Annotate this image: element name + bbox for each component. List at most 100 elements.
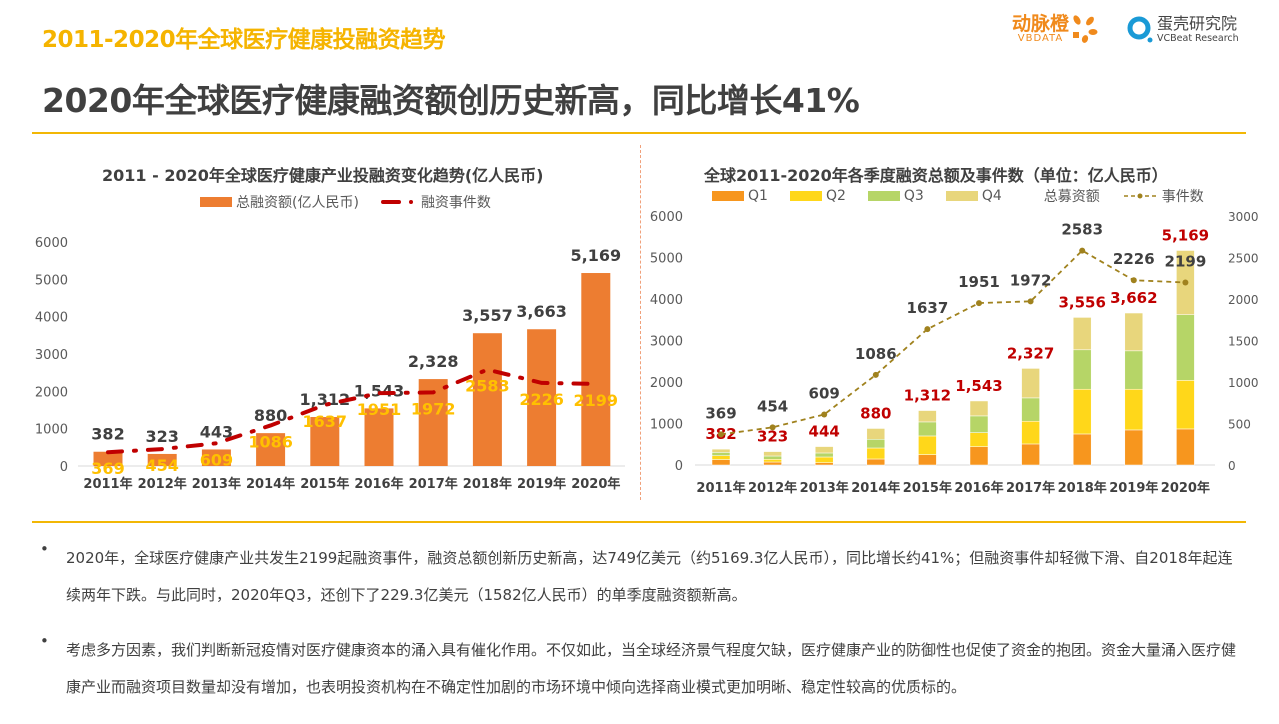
- stacked-bar-q4: [1072, 317, 1092, 351]
- stacked-bar-q3: [1021, 397, 1040, 422]
- y-tick-label: 5000: [35, 273, 68, 288]
- legend-label: 事件数: [1161, 189, 1204, 205]
- amount-bar: [527, 329, 557, 466]
- legend-item-events: 融资事件数: [380, 192, 491, 212]
- stacked-bar-q2: [711, 455, 731, 460]
- legend-item-events: 事件数: [1122, 186, 1204, 206]
- event-data-label: 1951: [357, 400, 402, 419]
- stacked-bar-q2: [918, 435, 937, 455]
- x-tick-label: 2011年: [83, 476, 132, 492]
- amount-bar: [581, 273, 611, 466]
- legend-item-q4: Q4: [945, 188, 1002, 204]
- amount-data-label: 5,169: [570, 246, 621, 265]
- section-title: 2011-2020年全球医疗健康投融资趋势: [42, 27, 446, 53]
- amount-bar: [472, 333, 502, 466]
- vcbeat-logo-sub: VCBeat Research: [1157, 33, 1239, 44]
- amount-bar: [147, 453, 177, 466]
- stacked-bar-q1: [711, 459, 731, 466]
- vcbeat-logo: 蛋壳研究院 VCBeat Research: [1126, 14, 1239, 44]
- bullet-list: • 2020年，全球医疗健康产业共发生2199起融资事件，融资总额创新历史新高，达…: [40, 540, 1240, 724]
- event-data-label: 2583: [1061, 221, 1103, 239]
- vbdata-logo: 动脉橙 VBDATA: [1012, 14, 1099, 44]
- y-tick-label: 0: [60, 460, 68, 475]
- stacked-bar-q4: [763, 451, 782, 457]
- y2-tick-label: 1000: [1228, 376, 1259, 390]
- event-data-label: 1086: [248, 432, 293, 451]
- event-point: [976, 300, 982, 307]
- total-data-label: 3,556: [1058, 293, 1105, 311]
- x-tick-label: 2017年: [409, 476, 458, 492]
- y2-tick-label: 2000: [1228, 293, 1259, 307]
- bullet-item: • 2020年，全球医疗健康产业共发生2199起融资事件，融资总额创新历史新高，达…: [40, 540, 1240, 614]
- x-tick-label: 2016年: [354, 476, 403, 492]
- x-tick-label: 2016年: [954, 480, 1003, 496]
- stacked-bar-q2: [1072, 388, 1092, 435]
- stacked-bar-q2: [1124, 388, 1144, 431]
- y-tick-label: 5000: [650, 252, 683, 267]
- y-tick-label: 4000: [35, 311, 68, 326]
- legend-item-q1: Q1: [712, 188, 768, 204]
- stacked-bar-q1: [1124, 429, 1144, 466]
- event-data-label: 1086: [855, 345, 897, 363]
- bullet-text: 2020年，全球医疗健康产业共发生2199起融资事件，融资总额创新历史新高，达7…: [66, 549, 1233, 604]
- stacked-bar-q1: [969, 446, 989, 466]
- amount-data-label: 382: [91, 425, 124, 444]
- stacked-bar-q1: [1176, 428, 1195, 466]
- stacked-bar-q2: [1021, 421, 1040, 445]
- legend-swatch: [867, 191, 900, 201]
- y-tick-label: 6000: [650, 210, 683, 225]
- legend-item-q2: Q2: [789, 188, 846, 204]
- y2-tick-label: 2500: [1228, 252, 1259, 266]
- x-tick-label: 2014年: [246, 476, 295, 492]
- x-tick-label: 2017年: [1006, 480, 1055, 496]
- bullet-text: 考虑多方因素，我们判断新冠疫情对医疗健康资本的涌入具有催化作用。不仅如此，当全球…: [66, 641, 1237, 696]
- y-tick-label: 4000: [650, 293, 683, 308]
- y-tick-label: 0: [675, 459, 683, 474]
- event-data-label: 369: [91, 459, 124, 478]
- event-point: [769, 424, 776, 431]
- total-data-label: 444: [809, 423, 840, 441]
- x-tick-label: 2012年: [138, 476, 187, 492]
- legend-label: 总融资额(亿人民币): [236, 195, 359, 211]
- page-headline: 2020年全球医疗健康融资额创历史新高，同比增长41%: [42, 81, 860, 120]
- event-point: [1130, 277, 1137, 284]
- legend-swatch-line: [1123, 193, 1156, 199]
- stacked-bar-q4: [969, 400, 989, 417]
- x-tick-label: 2012年: [748, 480, 797, 496]
- stacked-bar-q3: [814, 452, 834, 458]
- total-data-label: 5,169: [1162, 226, 1209, 244]
- amount-data-label: 323: [145, 427, 178, 446]
- stacked-bar-q3: [1176, 314, 1195, 381]
- amount-data-label: 3,557: [462, 306, 513, 325]
- event-point: [1079, 247, 1086, 254]
- event-data-label: 2199: [1165, 252, 1207, 270]
- legend-swatch: [712, 191, 744, 201]
- x-tick-label: 2019年: [517, 476, 566, 492]
- stacked-bar-q2: [866, 447, 886, 460]
- x-tick-label: 2013年: [800, 480, 849, 496]
- event-data-label: 369: [705, 404, 736, 422]
- vcbeat-logo-name: 蛋壳研究院: [1157, 14, 1238, 33]
- x-tick-label: 2014年: [851, 480, 900, 496]
- event-point: [821, 411, 828, 418]
- event-data-label: 2199: [574, 391, 619, 410]
- event-data-label: 1637: [907, 299, 949, 317]
- stacked-bar-q4: [918, 410, 937, 423]
- event-point: [718, 431, 724, 438]
- stacked-bar-q1: [866, 458, 886, 466]
- x-tick-label: 2013年: [192, 476, 241, 492]
- stacked-bar-q4: [814, 446, 834, 454]
- amount-bar: [201, 449, 231, 466]
- legend-label: 总募资额: [1043, 189, 1100, 205]
- legend-swatch-bar: [200, 197, 232, 207]
- stacked-bar-q3: [918, 421, 937, 437]
- event-data-label: 454: [757, 397, 788, 415]
- stacked-bar-q1: [763, 461, 782, 466]
- y-tick-label: 1000: [35, 423, 68, 438]
- total-data-label: 3,662: [1110, 289, 1157, 307]
- left-chart-title: 2011 - 2020年全球医疗健康产业投融资变化趋势(亿人民币): [102, 166, 544, 185]
- amount-data-label: 3,663: [516, 302, 567, 321]
- stacked-bar-q2: [763, 459, 782, 463]
- event-point: [1182, 279, 1189, 286]
- bullet-item: • 考虑多方因素，我们判断新冠疫情对医疗健康资本的涌入具有催化作用。不仅如此，当全…: [40, 632, 1240, 706]
